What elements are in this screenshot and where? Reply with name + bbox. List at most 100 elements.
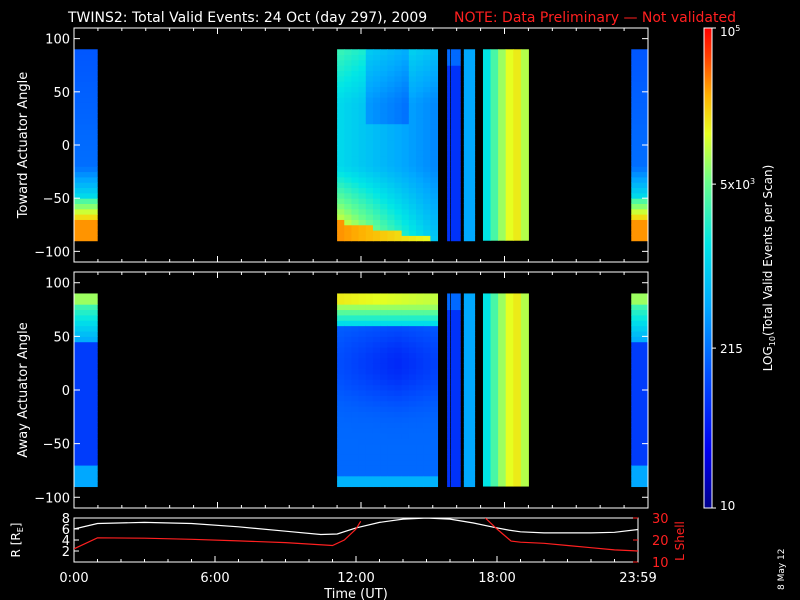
heatmap-cell [631,379,649,386]
heatmap-cell [358,432,367,439]
heatmap-cell [423,192,431,199]
heatmap-cell [358,182,367,189]
heatmap-cell [372,373,381,380]
heatmap-cell [463,449,476,455]
heatmap-cell [447,107,450,114]
heatmap-cell [463,134,476,141]
heatmap-block-3 [447,293,450,488]
heatmap-cell [416,475,424,482]
heatmap-cell [394,160,403,167]
heatmap-cell [430,411,439,418]
heatmap-cell [380,384,388,391]
heatmap-cell [463,395,476,402]
heatmap-cell [380,449,388,455]
heatmap-cell [344,390,352,396]
heatmap-cell [365,208,374,215]
heatmap-cell [344,443,352,450]
heatmap-cell [337,427,345,434]
heatmap-cell [416,400,424,407]
away-y-label: Away Actuator Angle [16,322,31,457]
heatmap-cell [372,411,381,418]
heatmap-cell [372,113,381,119]
heatmap-cell [344,97,352,103]
heatmap-cell [423,352,431,359]
heatmap-cell [401,320,410,327]
heatmap-cell [423,400,431,407]
heatmap-cell [447,129,450,135]
heatmap-cell [450,187,461,194]
heatmap-cell [447,357,450,364]
heatmap-cell [447,314,450,321]
heatmap-cell [450,411,461,418]
heatmap-cell [631,54,649,61]
heatmap-cell [387,481,395,488]
heatmap-cell [337,166,345,173]
heatmap-cell [380,118,388,125]
heatmap-cell [372,129,381,135]
heatmap-cell [394,166,403,173]
heatmap-cell [423,298,431,305]
heatmap-cell [394,454,403,461]
heatmap-cell [394,192,403,199]
heatmap-cell [416,416,424,423]
heatmap-cell [344,298,352,305]
heatmap-cell [401,390,410,396]
heatmap-cell [394,449,403,455]
heatmap-cell [401,198,410,204]
heatmap-block-4 [450,293,461,488]
heatmap-cell [380,160,388,167]
heatmap-cell [430,454,439,461]
heatmap-cell [401,470,410,477]
heatmap-cell [430,384,439,391]
heatmap-cell [372,368,381,375]
heatmap-cell [408,107,417,114]
heatmap-cell [344,75,352,82]
heatmap-cell [408,230,417,236]
heatmap-cell [447,373,450,380]
heatmap-cell [380,214,388,220]
heatmap-cell [408,454,417,461]
y-tick-label: 50 [53,86,70,101]
heatmap-cell [430,118,439,125]
heatmap-cell [358,470,367,477]
heatmap-cell [447,481,450,488]
heatmap-cell [408,395,417,402]
heatmap-cell [450,422,461,429]
heatmap-cell [74,331,98,337]
heatmap-cell [372,357,381,364]
heatmap-cell [463,470,476,477]
heatmap-cell [387,470,395,477]
heatmap-cell [450,150,461,157]
heatmap-cell [344,347,352,353]
heatmap-cell [408,363,417,370]
heatmap-cell [351,454,360,461]
heatmap-cell [337,134,345,141]
heatmap-cell [380,373,388,380]
heatmap-cell [387,81,395,87]
heatmap-cell [401,459,410,466]
heatmap-cell [344,400,352,407]
heatmap-block-1 [337,49,439,242]
heatmap-cell [408,314,417,321]
heatmap-cell [401,139,410,146]
heatmap-cell [380,113,388,119]
heatmap-cell [423,91,431,98]
heatmap-cell [408,97,417,103]
heatmap-cell [372,81,381,87]
heatmap-cell [416,309,424,316]
heatmap-cell [387,347,395,353]
heatmap-cell [74,336,98,343]
heatmap-cell [344,160,352,167]
heatmap-cell [631,293,649,300]
heatmap-cell [447,341,450,348]
heatmap-cell [463,432,476,439]
heatmap-cell [372,145,381,151]
heatmap-cell [358,54,367,61]
heatmap-cell [463,352,476,359]
heatmap-cell [337,230,345,236]
heatmap-cell [74,390,98,396]
heatmap-cell [372,54,381,61]
heatmap-cell [74,145,98,151]
heatmap-cell [387,422,395,429]
heatmap-cell [401,214,410,220]
